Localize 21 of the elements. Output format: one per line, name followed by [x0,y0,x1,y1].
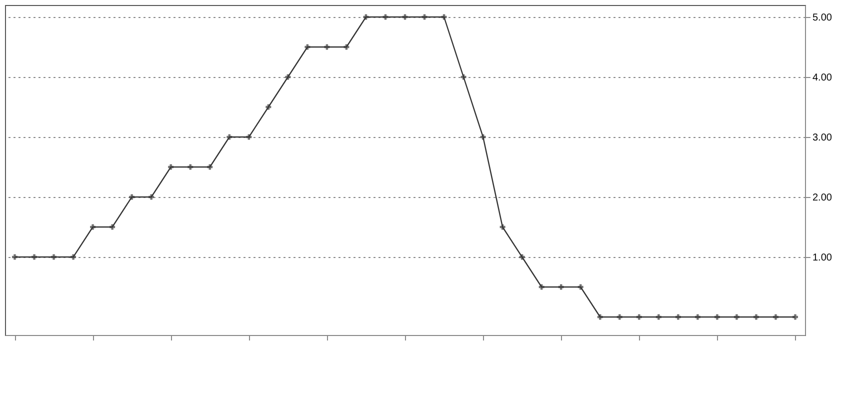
point [694,314,700,320]
point [129,194,135,200]
point [734,314,740,320]
y-tick-label: 1.00 [812,252,832,264]
y-tick-label: 4.00 [812,72,832,84]
point [675,314,681,320]
point [51,254,57,260]
point [714,314,720,320]
point [753,314,759,320]
point [656,314,662,320]
point [772,314,778,320]
y-tick-label: 5.00 [812,12,832,24]
point [148,194,154,200]
y-tick-label: 2.00 [812,192,832,204]
point [792,314,798,320]
point [70,254,76,260]
y-tick-label: 3.00 [812,132,832,144]
point [32,254,38,260]
point [12,254,18,260]
point [90,224,96,230]
point [110,224,116,230]
